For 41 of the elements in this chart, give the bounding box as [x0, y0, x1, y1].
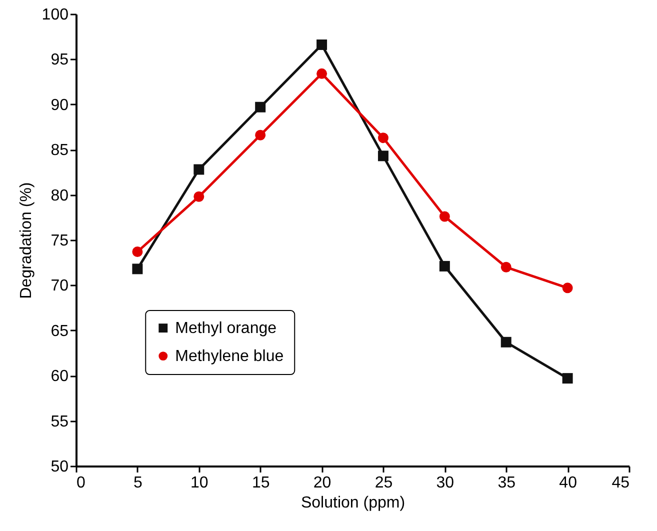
x-tick-label: 45	[612, 474, 630, 492]
y-tick-label: 95	[50, 52, 69, 69]
y-tick-label: 85	[50, 142, 69, 160]
x-tick-label: 5	[133, 474, 142, 492]
point	[316, 39, 328, 50]
legend-label: Methyl orange	[175, 320, 277, 338]
legend-label: Methylene blue	[175, 348, 284, 366]
y-axis-title: Degradation (%)	[18, 182, 35, 299]
y-tick-label: 90	[50, 96, 69, 114]
point	[132, 264, 143, 274]
point	[194, 164, 204, 175]
point	[562, 373, 573, 384]
y-tick-label: 100	[42, 6, 69, 24]
point	[378, 132, 388, 144]
y-tick-label: 70	[50, 278, 69, 295]
point	[439, 260, 450, 272]
y-tick-label: 80	[50, 187, 69, 204]
point	[255, 102, 266, 112]
x-tick-label: 0	[76, 474, 86, 492]
x-tick-label: 35	[498, 474, 516, 492]
x-tick-label: 15	[252, 474, 270, 492]
point	[562, 282, 573, 294]
x-tick-label: 30	[436, 474, 454, 492]
point	[194, 191, 204, 202]
point	[500, 336, 512, 348]
x-axis-title: Solution (ppm)	[300, 494, 406, 512]
y-tick-label: 55	[50, 413, 69, 430]
y-tick-label: 50	[50, 458, 69, 476]
x-tick-label: 40	[559, 474, 578, 492]
point	[500, 262, 512, 272]
y-tick-label: 65	[50, 322, 69, 340]
x-tick-label: 25	[374, 474, 393, 492]
point	[316, 68, 328, 79]
y-tick-label: 60	[50, 368, 69, 386]
y-tick-label: 75	[50, 232, 69, 250]
point	[439, 211, 450, 222]
point	[132, 246, 143, 257]
point	[255, 130, 266, 140]
x-tick-label: 10	[190, 474, 208, 492]
point	[378, 150, 388, 162]
x-tick-label: 20	[313, 474, 332, 492]
